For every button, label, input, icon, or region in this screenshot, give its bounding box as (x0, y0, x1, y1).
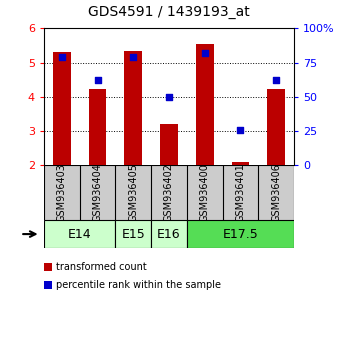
Point (130, 54, 136, 60)
Text: GSM936401: GSM936401 (236, 164, 245, 222)
Bar (44, 220, 115, 248)
Bar (151, 220, 187, 248)
Point (202, 50, 208, 56)
Text: GDS4591 / 1439193_at: GDS4591 / 1439193_at (88, 5, 250, 19)
Point (95, 78, 100, 83)
Text: percentile rank within the sample: percentile rank within the sample (56, 280, 221, 290)
Bar (196, 44, 214, 166)
Text: GSM936406: GSM936406 (271, 164, 281, 222)
Text: E17.5: E17.5 (223, 228, 258, 241)
Text: GSM936402: GSM936402 (164, 164, 174, 222)
Bar (187, 220, 294, 248)
Point (273, 78, 279, 83)
Point (59, 54, 65, 60)
Text: E15: E15 (121, 228, 145, 241)
Text: GSM936404: GSM936404 (93, 164, 102, 222)
Bar (53, 52, 71, 166)
Text: GSM936403: GSM936403 (57, 164, 67, 222)
Bar (89, 89, 106, 166)
Point (238, 127, 243, 133)
Bar (124, 51, 142, 166)
Text: E14: E14 (68, 228, 92, 241)
Text: GSM936400: GSM936400 (200, 164, 210, 222)
Point (166, 94, 172, 100)
Bar (267, 89, 285, 166)
Bar (160, 124, 178, 166)
Bar (232, 162, 249, 166)
Text: E16: E16 (157, 228, 181, 241)
Bar (115, 220, 151, 248)
Text: GSM936405: GSM936405 (128, 164, 138, 222)
Text: transformed count: transformed count (56, 262, 146, 272)
